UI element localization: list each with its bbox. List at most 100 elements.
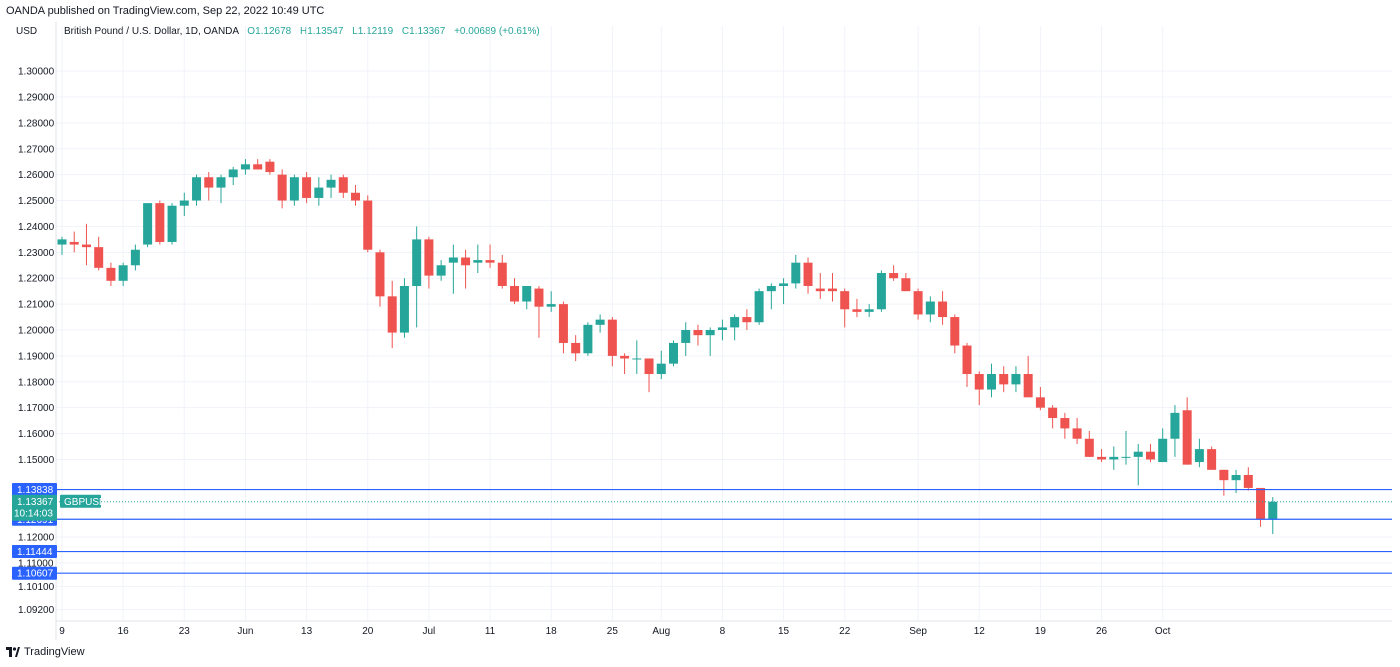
- candle-body[interactable]: [461, 257, 471, 266]
- candle-body[interactable]: [179, 200, 189, 206]
- candle-body[interactable]: [644, 358, 654, 375]
- candle-body[interactable]: [717, 327, 727, 330]
- candle-body[interactable]: [754, 291, 764, 323]
- tradingview-footer[interactable]: TradingView: [6, 646, 85, 658]
- candle-body[interactable]: [583, 324, 593, 354]
- candle-body[interactable]: [1194, 449, 1204, 463]
- candle-body[interactable]: [1011, 374, 1021, 385]
- candle-body[interactable]: [522, 285, 532, 302]
- candle-body[interactable]: [620, 355, 630, 359]
- candle-body[interactable]: [155, 203, 165, 242]
- candle-body[interactable]: [986, 374, 996, 390]
- candle-body[interactable]: [1048, 407, 1058, 419]
- candle-body[interactable]: [81, 244, 91, 248]
- candle-body[interactable]: [485, 260, 495, 263]
- candle-body[interactable]: [607, 319, 617, 356]
- candle-body[interactable]: [253, 164, 263, 170]
- candle-body[interactable]: [901, 278, 911, 292]
- candle-body[interactable]: [204, 177, 214, 188]
- candle-body[interactable]: [999, 374, 1009, 385]
- candle-body[interactable]: [118, 265, 128, 281]
- candle-body[interactable]: [1072, 428, 1082, 439]
- candle-body[interactable]: [1207, 449, 1217, 470]
- candle-body[interactable]: [192, 177, 202, 201]
- candle-body[interactable]: [558, 304, 568, 343]
- candle-body[interactable]: [742, 317, 752, 323]
- candle-body[interactable]: [351, 192, 361, 201]
- candle-body[interactable]: [497, 262, 507, 286]
- candle-body[interactable]: [705, 330, 715, 336]
- candle-body[interactable]: [399, 285, 409, 333]
- candle-body[interactable]: [974, 374, 984, 390]
- candle-body[interactable]: [1243, 475, 1253, 488]
- candle-body[interactable]: [815, 288, 825, 292]
- candle-body[interactable]: [779, 283, 789, 286]
- candle-body[interactable]: [277, 174, 287, 201]
- candle-body[interactable]: [766, 285, 776, 292]
- candle-body[interactable]: [1158, 438, 1168, 463]
- candle-body[interactable]: [950, 317, 960, 346]
- candle-body[interactable]: [302, 177, 312, 198]
- candle-body[interactable]: [632, 358, 642, 360]
- candle-body[interactable]: [338, 177, 348, 193]
- candle-body[interactable]: [69, 241, 79, 245]
- candle-body[interactable]: [387, 296, 397, 333]
- candle-body[interactable]: [1145, 451, 1155, 460]
- candle-body[interactable]: [1097, 456, 1107, 460]
- candle-body[interactable]: [791, 262, 801, 284]
- candle-body[interactable]: [216, 177, 226, 188]
- candle-body[interactable]: [803, 262, 813, 286]
- candle-body[interactable]: [473, 260, 483, 263]
- candle-body[interactable]: [448, 257, 458, 263]
- candle-body[interactable]: [240, 164, 250, 170]
- candle-body[interactable]: [412, 239, 422, 286]
- candle-body[interactable]: [265, 161, 275, 173]
- candle-body[interactable]: [595, 319, 605, 325]
- candle-body[interactable]: [546, 304, 556, 307]
- candle-body[interactable]: [228, 169, 238, 178]
- candle-body[interactable]: [852, 309, 862, 312]
- candle-body[interactable]: [57, 239, 67, 245]
- candle-body[interactable]: [1023, 374, 1033, 398]
- candle-body[interactable]: [669, 342, 678, 364]
- candle-body[interactable]: [681, 330, 691, 343]
- candle-body[interactable]: [314, 187, 324, 198]
- candle-body[interactable]: [876, 273, 886, 310]
- candle-body[interactable]: [289, 177, 299, 201]
- candle-body[interactable]: [1121, 456, 1131, 458]
- candle-body[interactable]: [94, 247, 104, 268]
- candle-body[interactable]: [730, 317, 740, 328]
- candle-body[interactable]: [1256, 487, 1266, 520]
- candle-body[interactable]: [571, 342, 581, 354]
- candle-body[interactable]: [840, 291, 850, 310]
- candle-body[interactable]: [375, 252, 385, 297]
- candle-body[interactable]: [363, 200, 373, 250]
- candle-body[interactable]: [326, 179, 336, 188]
- candle-body[interactable]: [436, 265, 446, 276]
- candle-body[interactable]: [925, 301, 935, 315]
- candle-body[interactable]: [106, 267, 116, 281]
- candle-body[interactable]: [1035, 397, 1045, 408]
- candle-body[interactable]: [1182, 410, 1192, 465]
- candle-body[interactable]: [889, 273, 899, 279]
- candle-body[interactable]: [827, 288, 837, 292]
- candle-body[interactable]: [534, 288, 544, 307]
- candle-body[interactable]: [962, 345, 972, 375]
- candle-body[interactable]: [1060, 418, 1070, 429]
- candle-body[interactable]: [913, 291, 923, 315]
- candle-body[interactable]: [424, 239, 434, 276]
- candle-body[interactable]: [130, 249, 140, 266]
- candle-body[interactable]: [693, 330, 703, 336]
- candle-body[interactable]: [1170, 412, 1180, 439]
- candle-body[interactable]: [1268, 501, 1278, 520]
- candle-body[interactable]: [143, 203, 153, 245]
- candle-body[interactable]: [167, 205, 177, 242]
- candle-body[interactable]: [1084, 438, 1094, 457]
- candle-body[interactable]: [1109, 456, 1119, 460]
- candle-body[interactable]: [1231, 475, 1241, 481]
- candle-body[interactable]: [656, 363, 666, 375]
- candle-body[interactable]: [1219, 469, 1229, 481]
- candle-body[interactable]: [938, 301, 948, 318]
- candle-body[interactable]: [1133, 451, 1143, 457]
